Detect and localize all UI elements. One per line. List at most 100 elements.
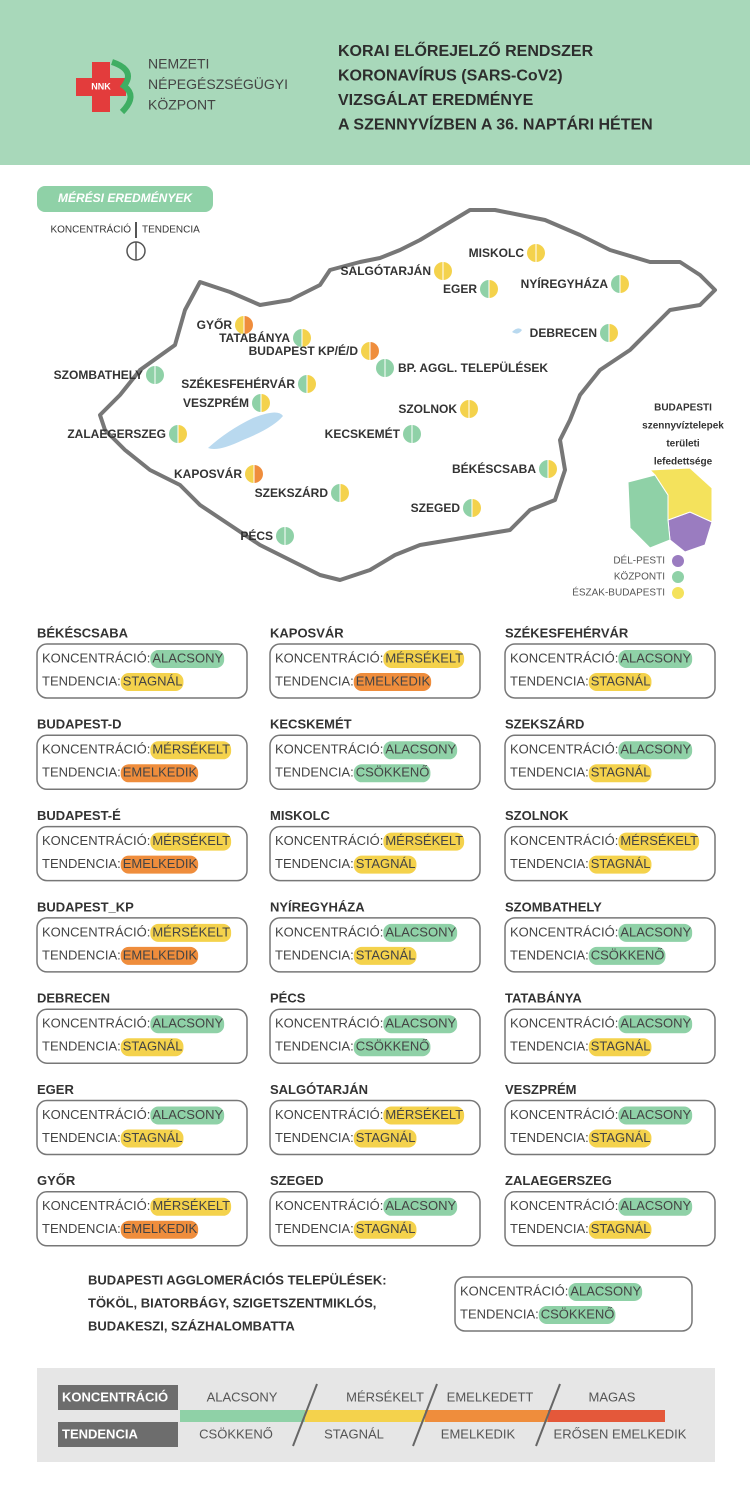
marker-concentration — [331, 484, 340, 502]
status-label: KONCENTRÁCIÓ: — [42, 650, 150, 665]
inset-title-line: BUDAPESTI — [654, 403, 712, 414]
country-outline — [98, 208, 717, 582]
status-pill — [383, 1106, 465, 1125]
status-pill — [383, 923, 458, 942]
scale-segment — [548, 1410, 665, 1422]
agglomeration: BUDAPESTI AGGLOMERÁCIÓS TELEPÜLÉSEK: TÖKÖ… — [88, 1272, 693, 1333]
status-value: ALACSONY — [570, 1283, 641, 1298]
status-value: EMELKEDIK — [123, 1221, 198, 1236]
status-value: MÉRSÉKELT — [385, 650, 463, 665]
marker-trend — [469, 400, 478, 418]
status-label: KONCENTRÁCIÓ: — [42, 1016, 150, 1031]
status-label: KONCENTRÁCIÓ: — [42, 1107, 150, 1122]
city-label: SZEKSZÁRD — [255, 485, 329, 500]
city-label: BÉKÉSCSABA — [452, 461, 536, 476]
scale: KONCENTRÁCIÓ TENDENCIA ALACSONY MÉRSÉKELT EM… — [58, 1383, 687, 1447]
logo: NNK — [76, 59, 134, 115]
status-value: ALACSONY — [620, 742, 691, 757]
status-pill — [588, 1038, 652, 1057]
city-label: MISKOLC — [469, 246, 525, 260]
status-value: STAGNÁL — [123, 1130, 183, 1145]
inset-legend-dot — [672, 587, 684, 599]
status-label: KONCENTRÁCIÓ: — [510, 742, 618, 757]
scale-slash — [292, 1383, 318, 1447]
marker-concentration — [245, 465, 254, 483]
org-line: KÖZPONT — [148, 96, 216, 113]
card-title: SZÉKESFEHÉRVÁR — [505, 625, 629, 640]
marker-trend — [412, 425, 421, 443]
status-label: KONCENTRÁCIÓ: — [510, 1198, 618, 1213]
status-value: CSÖKKENŐ — [356, 1039, 430, 1054]
status-label: KONCENTRÁCIÓ: — [510, 1107, 618, 1122]
marker-trend — [155, 366, 164, 384]
status-value: ALACSONY — [385, 1016, 456, 1031]
marker-concentration — [276, 527, 285, 545]
status-label: KONCENTRÁCIÓ: — [42, 833, 150, 848]
card-title: SZEGED — [270, 1173, 323, 1188]
status-value: STAGNÁL — [591, 765, 651, 780]
marker-trend — [307, 375, 316, 393]
city-label: VESZPRÉM — [183, 395, 249, 410]
marker-trend — [620, 275, 629, 293]
city-label: TATABÁNYA — [219, 330, 290, 345]
marker-trend — [489, 280, 498, 298]
status-value: EMELKEDIK — [123, 765, 198, 780]
status-pill — [150, 741, 232, 760]
scale-header-box — [58, 1422, 178, 1447]
card-title: BUDAPEST-D — [37, 717, 122, 732]
status-label: TENDENCIA: — [42, 1039, 121, 1054]
status-pill — [383, 1197, 458, 1216]
status-label: KONCENTRÁCIÓ: — [42, 742, 150, 757]
status-label: KONCENTRÁCIÓ: — [275, 742, 383, 757]
section-pill — [37, 186, 213, 212]
inset-legend-label: ÉSZAK-BUDAPESTI — [572, 586, 665, 599]
status-label: KONCENTRÁCIÓ: — [510, 1016, 618, 1031]
inset-legend-label: KÖZPONTI — [614, 571, 665, 583]
status-label: TENDENCIA: — [510, 1221, 589, 1236]
card-title: KECSKEMÉT — [270, 717, 352, 732]
status-label: TENDENCIA: — [275, 1039, 354, 1054]
status-label: TENDENCIA: — [42, 856, 121, 871]
org-line: NEMZETI — [148, 56, 209, 72]
scale-segment — [425, 1410, 548, 1422]
status-value: STAGNÁL — [356, 947, 416, 962]
status-label: KONCENTRÁCIÓ: — [275, 650, 383, 665]
inset-legend-dot — [672, 571, 684, 583]
status-pill — [588, 855, 652, 874]
status-pill — [120, 1220, 199, 1239]
status-value: MÉRSÉKELT — [620, 833, 698, 848]
status-label: TENDENCIA: — [510, 947, 589, 962]
status-label: TENDENCIA: — [510, 765, 589, 780]
status-value: STAGNÁL — [591, 673, 651, 688]
city-label: KECSKEMÉT — [325, 426, 401, 441]
city-label: BUDAPEST KP/É/D — [249, 343, 359, 358]
status-pill — [120, 673, 184, 691]
status-pill — [618, 832, 700, 851]
card-title: DEBRECEN — [37, 991, 110, 1006]
status-value: ALACSONY — [152, 650, 223, 665]
status-label: TENDENCIA: — [460, 1306, 539, 1321]
status-label: TENDENCIA: — [275, 947, 354, 962]
marker-trend — [472, 499, 481, 517]
key-right: TENDENCIA — [142, 225, 200, 236]
card-title: KAPOSVÁR — [270, 625, 344, 640]
key-left: KONCENTRÁCIÓ — [50, 223, 131, 236]
inset-legend-label: DÉL-PESTI — [613, 554, 665, 567]
marker-concentration — [611, 275, 620, 293]
city-markers: MISKOLC SALGÓTARJÁN EGER NYÍREGYHÁZA GYŐRTAT… — [54, 244, 629, 545]
marker-concentration — [460, 400, 469, 418]
marker-concentration — [376, 359, 385, 377]
status-pill — [588, 1129, 652, 1148]
status-value: MÉRSÉKELT — [152, 1198, 230, 1213]
status-value: STAGNÁL — [591, 1130, 651, 1145]
city-label: SZEGED — [411, 501, 461, 515]
org-name: NEMZETI NÉPEGÉSZSÉGÜGYI KÖZPONT — [148, 56, 288, 113]
card-title: GYŐR — [37, 1173, 76, 1188]
status-value: ALACSONY — [620, 924, 691, 939]
status-value: STAGNÁL — [591, 856, 651, 871]
marker-trend — [385, 359, 394, 377]
section-label: MÉRÉSI EREDMÉNYEK — [58, 190, 193, 205]
trend-level: STAGNÁL — [324, 1426, 384, 1441]
city-label: ZALAEGERSZEG — [67, 427, 166, 441]
concentration-level: MÉRSÉKELT — [346, 1389, 424, 1404]
